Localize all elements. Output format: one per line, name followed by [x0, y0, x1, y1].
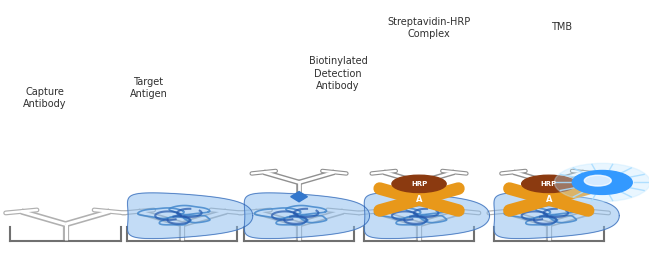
Polygon shape [291, 192, 307, 202]
Ellipse shape [392, 175, 446, 192]
Text: A: A [416, 195, 422, 204]
Polygon shape [494, 193, 619, 239]
Text: A: A [545, 195, 552, 204]
Text: HRP: HRP [541, 181, 557, 187]
Circle shape [584, 175, 611, 186]
Text: Target
Antigen: Target Antigen [129, 76, 168, 99]
Polygon shape [244, 193, 370, 239]
Polygon shape [411, 192, 428, 202]
Text: Biotinylated
Detection
Antibody: Biotinylated Detection Antibody [309, 56, 367, 91]
Text: Capture
Antibody: Capture Antibody [23, 87, 66, 109]
Text: HRP: HRP [411, 181, 427, 187]
Polygon shape [364, 193, 489, 239]
Text: Streptavidin-HRP
Complex: Streptavidin-HRP Complex [387, 17, 471, 40]
Text: TMB: TMB [551, 22, 572, 32]
Polygon shape [127, 193, 253, 239]
Polygon shape [540, 192, 557, 202]
Circle shape [572, 171, 632, 194]
Circle shape [554, 163, 650, 202]
Ellipse shape [522, 175, 576, 192]
